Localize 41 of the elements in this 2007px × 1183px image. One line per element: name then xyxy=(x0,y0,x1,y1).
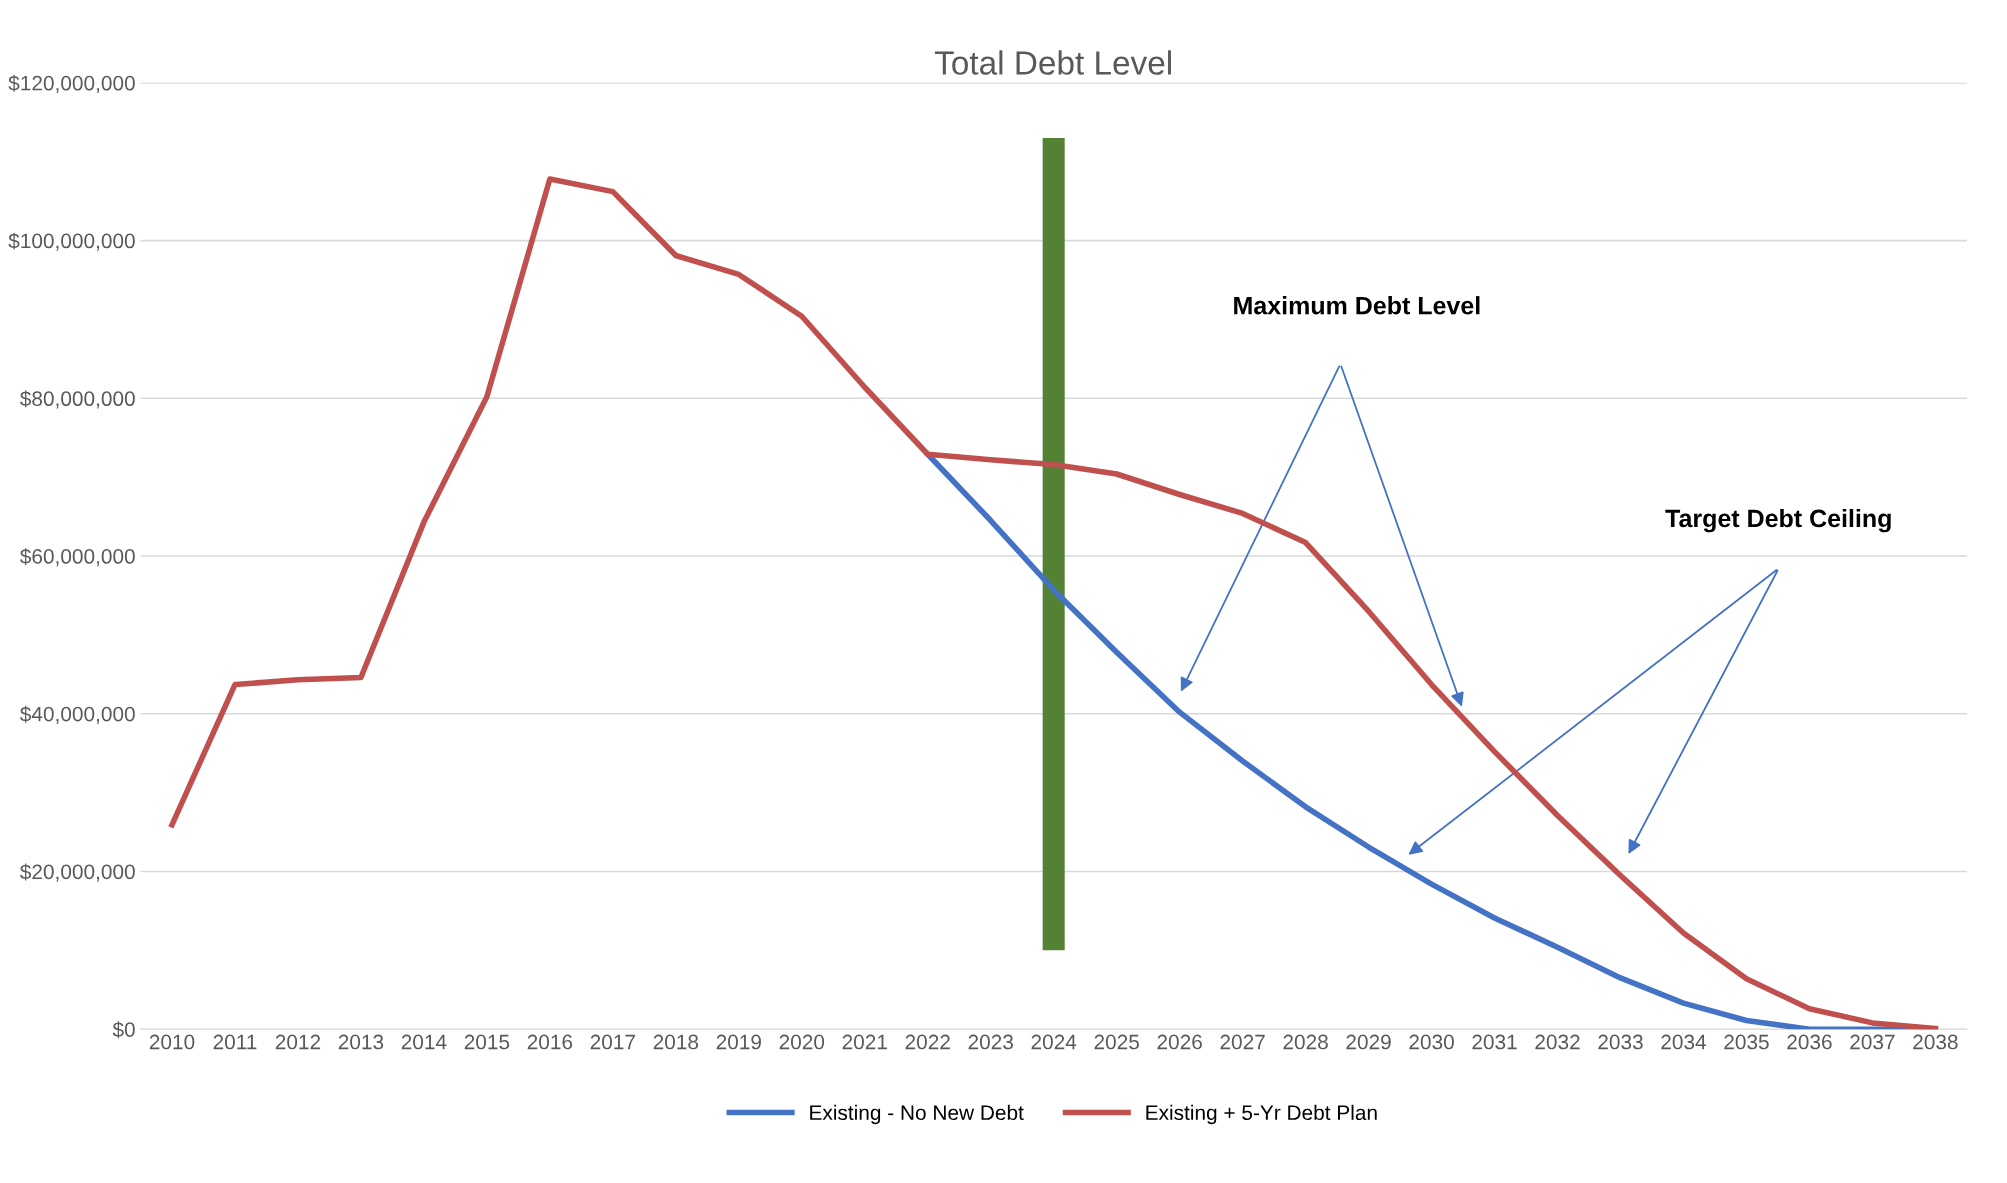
x-tick-label: 2014 xyxy=(401,1034,447,1050)
x-tick-label: 2020 xyxy=(779,1034,825,1050)
x-tick-label: 2016 xyxy=(527,1034,573,1050)
x-tick-label: 2010 xyxy=(149,1034,195,1050)
x-tick-label: 2038 xyxy=(1913,1034,1958,1050)
annotation: Maximum Debt Level xyxy=(1234,296,1480,315)
x-tick-label: 2025 xyxy=(1094,1034,1139,1050)
x-tick-label: 2012 xyxy=(275,1034,321,1050)
legend-label: Existing - No New Debt xyxy=(810,1104,1024,1125)
x-tick-label: 2022 xyxy=(905,1034,950,1050)
x-tick-label: 2029 xyxy=(1346,1034,1391,1050)
x-tick-label: 2034 xyxy=(1661,1034,1707,1050)
annotation: Target Debt Ceiling xyxy=(1665,508,1891,533)
x-tick-label: 2028 xyxy=(1283,1034,1328,1050)
x-tick-label: 2036 xyxy=(1787,1034,1832,1050)
y-tick-label: $80,000,000 xyxy=(20,390,135,409)
x-tick-label: 2031 xyxy=(1472,1034,1517,1050)
y-tick-label: $120,000,000 xyxy=(8,74,135,94)
y-tick-label: $40,000,000 xyxy=(20,705,135,724)
chart-title: Total Debt Level xyxy=(934,50,1171,75)
x-tick-label: 2024 xyxy=(1031,1034,1077,1050)
x-tick-label: 2033 xyxy=(1598,1034,1643,1050)
x-tick-label: 2026 xyxy=(1157,1034,1202,1050)
y-tick-label: $100,000,000 xyxy=(8,232,135,251)
y-tick-label: $0 xyxy=(112,1021,135,1039)
x-tick-label: 2019 xyxy=(716,1034,761,1050)
x-tick-label: 2030 xyxy=(1409,1034,1454,1050)
x-tick-label: 2027 xyxy=(1220,1034,1265,1050)
x-tick-label: 2035 xyxy=(1724,1034,1769,1050)
x-tick-label: 2037 xyxy=(1850,1034,1895,1050)
x-tick-label: 2017 xyxy=(590,1034,635,1050)
y-tick-label: $60,000,000 xyxy=(20,548,135,567)
legend-label: Existing + 5-Yr Debt Plan xyxy=(1146,1104,1377,1125)
x-tick-label: 2018 xyxy=(653,1034,699,1050)
x-tick-label: 2011 xyxy=(213,1034,257,1050)
x-tick-label: 2023 xyxy=(968,1034,1013,1050)
x-tick-label: 2013 xyxy=(338,1034,384,1050)
y-tick-label: $20,000,000 xyxy=(20,863,135,882)
x-tick-label: 2032 xyxy=(1535,1034,1580,1050)
x-tick-label: 2015 xyxy=(464,1034,510,1050)
x-tick-label: 2021 xyxy=(842,1034,887,1050)
